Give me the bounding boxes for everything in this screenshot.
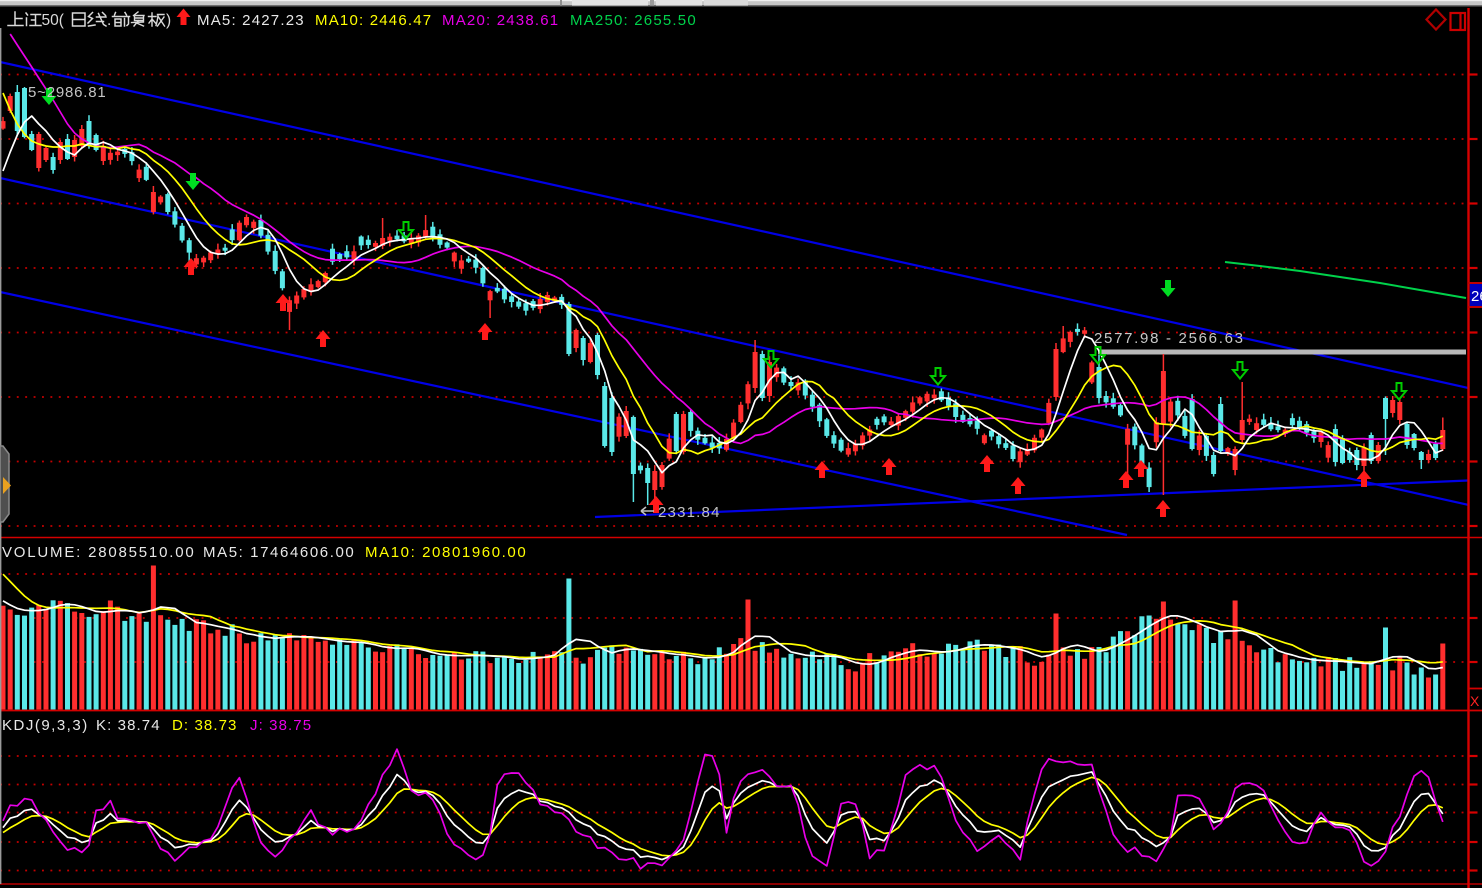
svg-text:J: 38.75: J: 38.75 xyxy=(250,717,312,734)
svg-text:50(: 50( xyxy=(42,12,65,29)
svg-text:.: . xyxy=(107,12,111,29)
svg-text:5~2986.81: 5~2986.81 xyxy=(28,84,107,101)
svg-text:MA10: 2446.47: MA10: 2446.47 xyxy=(315,12,432,29)
svg-text:MA5: 2427.23: MA5: 2427.23 xyxy=(197,12,305,29)
svg-text:VOLUME: 28085510.00: VOLUME: 28085510.00 xyxy=(2,544,195,561)
svg-text:K: 38.74: K: 38.74 xyxy=(96,717,161,734)
svg-text:26: 26 xyxy=(1471,288,1482,305)
svg-text:2331.84: 2331.84 xyxy=(658,504,721,521)
svg-text:): ) xyxy=(166,12,171,29)
svg-text:MA10: 20801960.00: MA10: 20801960.00 xyxy=(365,544,527,561)
svg-text:MA20: 2438.61: MA20: 2438.61 xyxy=(442,12,559,29)
svg-text:2577.98 - 2566.63: 2577.98 - 2566.63 xyxy=(1094,330,1245,347)
svg-text:D: 38.73: D: 38.73 xyxy=(172,717,238,734)
svg-text:MA250: 2655.50: MA250: 2655.50 xyxy=(570,12,697,29)
svg-text:KDJ(9,3,3): KDJ(9,3,3) xyxy=(2,717,89,734)
svg-text:MA5: 17464606.00: MA5: 17464606.00 xyxy=(203,544,355,561)
svg-text:X: X xyxy=(1470,693,1480,709)
